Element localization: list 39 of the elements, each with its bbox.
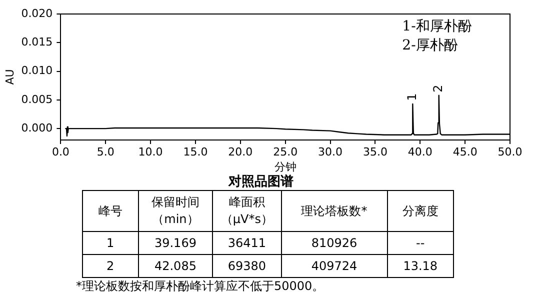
annotation: 1-和厚朴酚 <box>402 18 472 35</box>
x-tick-label: 45.0 <box>452 145 478 158</box>
x-tick-label: 50.0 <box>498 145 522 158</box>
text: 39.169 <box>154 236 196 250</box>
x-tick-label: 25.0 <box>273 145 298 158</box>
text: 2 <box>106 259 114 273</box>
category-label: 理论塔板数* <box>281 190 388 232</box>
x-tick-label: 35.0 <box>362 145 388 158</box>
y-tick-label: 0.000 <box>21 121 53 134</box>
x-axis-title: 分钟 <box>274 160 296 174</box>
annotation: 1 <box>404 93 419 101</box>
x-tick-label: 0.0 <box>52 145 70 158</box>
text: 对照品图谱 <box>228 174 294 190</box>
y-tick-label: 0.010 <box>21 64 53 78</box>
text: *理论板数按和厚朴酚峰计算应不低于50000。 <box>76 278 326 295</box>
x-tick-label: 10.0 <box>138 145 163 158</box>
annotation: 2 <box>431 84 445 92</box>
x-tick-label: 15.0 <box>183 145 208 158</box>
x-tick-label: 5.0 <box>96 145 114 158</box>
text: 13.18 <box>403 259 438 273</box>
text: -- <box>416 236 425 250</box>
y-tick-label: 0.020 <box>21 6 53 20</box>
x-tick-label: 30.0 <box>318 145 343 158</box>
y-axis-title: AU <box>3 69 16 85</box>
category-label: 峰号 <box>82 190 138 232</box>
text: 42.085 <box>154 259 196 273</box>
text: 409724 <box>311 259 358 273</box>
text: 810926 <box>311 236 358 250</box>
y-tick-label: 0.015 <box>21 35 53 48</box>
x-tick-label: 20.0 <box>228 145 253 158</box>
category-label: 保留时间（min） <box>138 190 213 232</box>
text: 36411 <box>228 236 266 250</box>
text: 1 <box>106 236 114 250</box>
x-tick-label: 40.0 <box>408 145 432 158</box>
category-label: 峰面积（μV*s） <box>212 190 282 232</box>
annotation: 2-厚朴酚 <box>402 38 458 54</box>
category-label: 分离度 <box>387 190 454 232</box>
text: 69380 <box>228 259 266 273</box>
y-tick-label: 0.005 <box>21 92 53 106</box>
